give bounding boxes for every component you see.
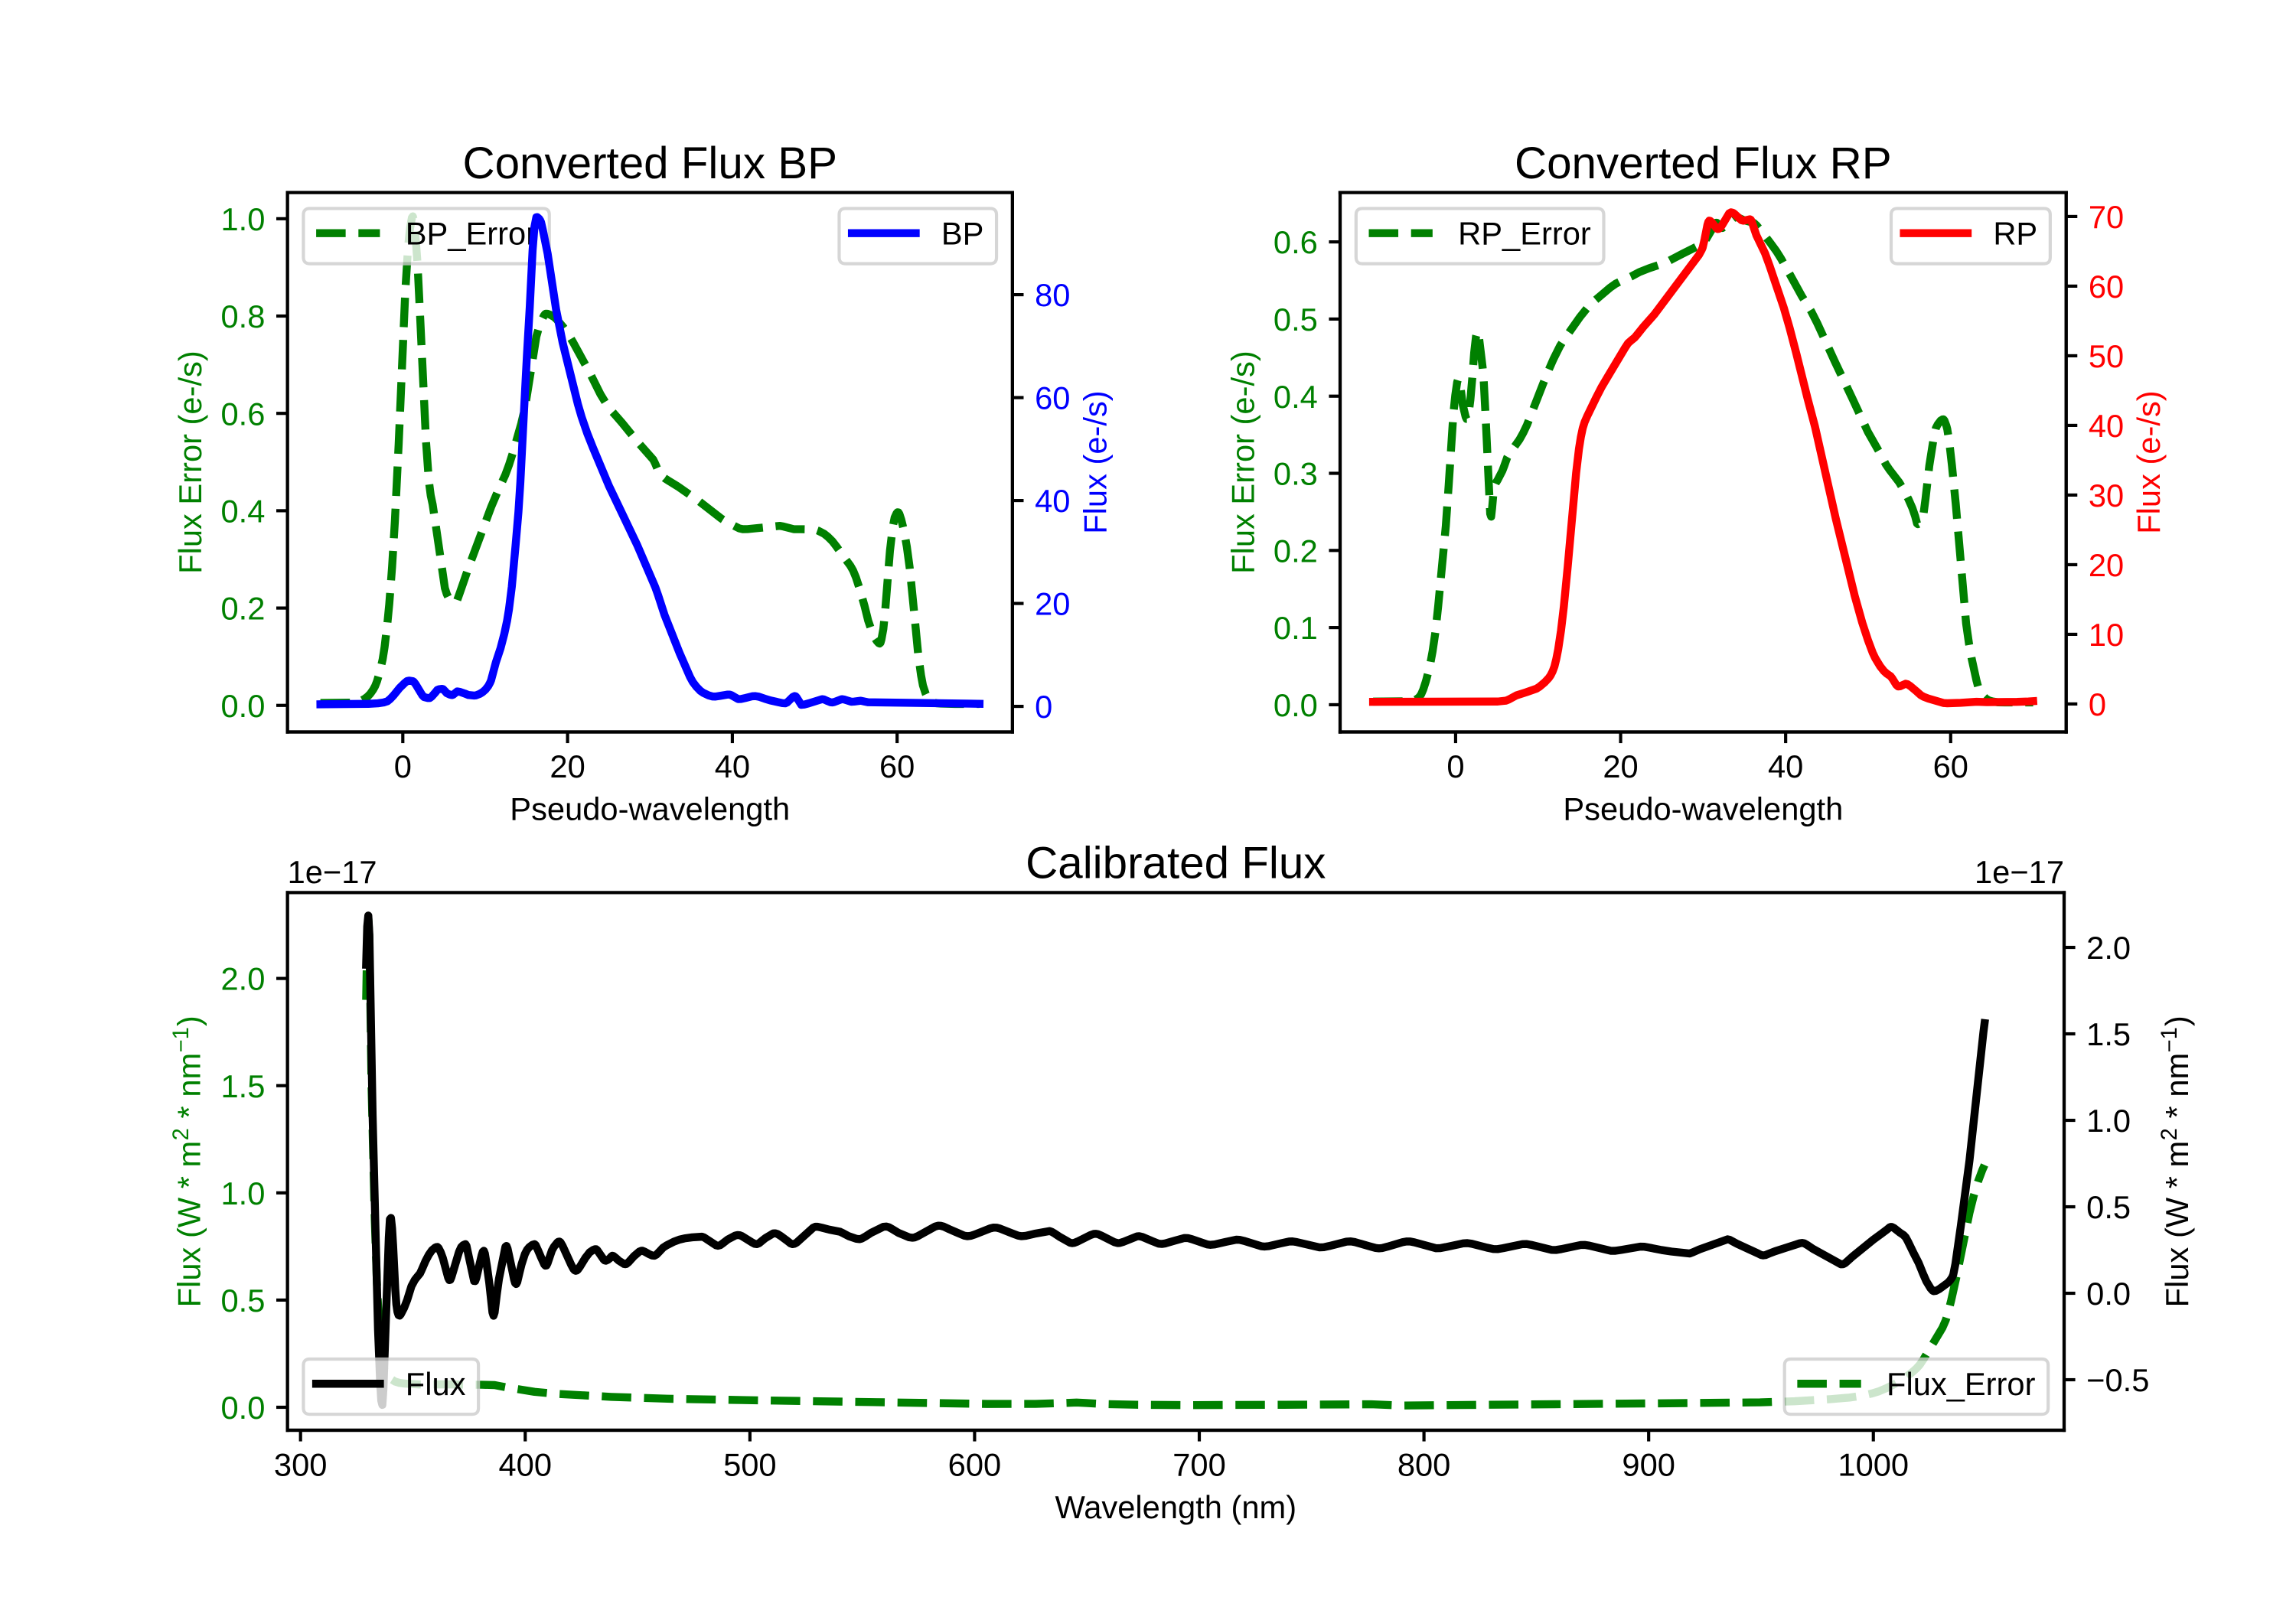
svg-text:BP: BP [941, 215, 984, 251]
svg-text:1.5: 1.5 [2086, 1016, 2131, 1052]
svg-text:60: 60 [1035, 380, 1070, 416]
svg-text:0.4: 0.4 [1274, 379, 1318, 415]
svg-text:1.5: 1.5 [221, 1068, 266, 1104]
svg-text:0.3: 0.3 [1274, 456, 1318, 492]
svg-text:40: 40 [1768, 748, 1803, 784]
svg-text:600: 600 [948, 1446, 1002, 1482]
svg-text:1e−17: 1e−17 [1975, 854, 2064, 890]
svg-text:60: 60 [1933, 748, 1968, 784]
svg-text:Flux Error (e-/s): Flux Error (e-/s) [1225, 350, 1261, 574]
svg-text:40: 40 [715, 748, 750, 784]
svg-text:900: 900 [1622, 1446, 1675, 1482]
svg-text:1e−17: 1e−17 [288, 854, 377, 890]
svg-text:0: 0 [1446, 748, 1464, 784]
svg-text:0.2: 0.2 [1274, 533, 1318, 569]
svg-text:0.8: 0.8 [221, 298, 266, 334]
svg-text:0: 0 [2089, 686, 2106, 722]
svg-text:10: 10 [2089, 617, 2124, 653]
svg-text:60: 60 [879, 748, 915, 784]
svg-text:400: 400 [499, 1446, 553, 1482]
svg-text:0.2: 0.2 [221, 591, 266, 627]
svg-text:2.0: 2.0 [2086, 930, 2131, 966]
svg-text:Flux_Error: Flux_Error [1887, 1366, 2036, 1402]
svg-text:20: 20 [1035, 586, 1070, 622]
svg-text:1.0: 1.0 [2086, 1103, 2131, 1139]
svg-text:0.1: 0.1 [1274, 610, 1318, 646]
svg-text:70: 70 [2089, 199, 2124, 235]
svg-text:0.4: 0.4 [221, 493, 266, 529]
svg-text:40: 40 [1035, 483, 1070, 519]
svg-text:0: 0 [1035, 689, 1052, 725]
svg-text:700: 700 [1172, 1446, 1226, 1482]
svg-text:Flux (e-/s): Flux (e-/s) [1077, 390, 1113, 533]
svg-text:40: 40 [2089, 408, 2124, 444]
svg-text:1000: 1000 [1838, 1446, 1909, 1482]
svg-text:Flux Error (e-/s): Flux Error (e-/s) [172, 350, 208, 574]
svg-text:RP: RP [1993, 215, 2037, 251]
svg-text:0.5: 0.5 [221, 1283, 266, 1319]
svg-text:800: 800 [1397, 1446, 1451, 1482]
svg-text:0: 0 [394, 748, 412, 784]
svg-text:Flux (e-/s): Flux (e-/s) [2131, 390, 2167, 533]
svg-text:Converted Flux RP: Converted Flux RP [1515, 139, 1892, 188]
svg-text:0.6: 0.6 [1274, 224, 1318, 260]
svg-text:500: 500 [723, 1446, 777, 1482]
svg-text:Pseudo-wavelength: Pseudo-wavelength [1563, 790, 1843, 826]
svg-text:20: 20 [1603, 748, 1638, 784]
svg-text:BP_Error: BP_Error [406, 215, 536, 251]
svg-text:1.0: 1.0 [221, 201, 266, 237]
svg-text:Converted Flux BP: Converted Flux BP [462, 139, 837, 188]
svg-text:F l u x: F l u x ( W * m * n m ) 2 − 1 [143, 1002, 211, 1308]
svg-text:50: 50 [2089, 338, 2124, 374]
svg-text:20: 20 [2089, 547, 2124, 583]
svg-text:2.0: 2.0 [221, 961, 266, 997]
svg-text:0.0: 0.0 [2086, 1276, 2131, 1312]
svg-text:−0.5: −0.5 [2086, 1362, 2149, 1398]
svg-text:300: 300 [274, 1446, 328, 1482]
svg-text:60: 60 [2089, 269, 2124, 305]
svg-text:Flux: Flux [406, 1366, 466, 1402]
svg-text:1.0: 1.0 [221, 1175, 266, 1211]
svg-text:0.0: 0.0 [221, 688, 266, 724]
svg-text:Pseudo-wavelength: Pseudo-wavelength [510, 790, 790, 826]
svg-text:80: 80 [1035, 277, 1070, 313]
svg-text:20: 20 [550, 748, 585, 784]
svg-text:0.0: 0.0 [221, 1390, 266, 1426]
svg-text:0.0: 0.0 [1274, 687, 1318, 723]
svg-text:Calibrated Flux: Calibrated Flux [1026, 839, 1326, 888]
svg-text:Wavelength (nm): Wavelength (nm) [1055, 1489, 1296, 1525]
svg-text:RP_Error: RP_Error [1458, 215, 1591, 251]
svg-text:0.6: 0.6 [221, 396, 266, 432]
svg-text:0.5: 0.5 [1274, 302, 1318, 337]
svg-text:30: 30 [2089, 478, 2124, 513]
svg-text:F l u x: F l u x ( W * m * n m ) 2 − 1 [2131, 1002, 2200, 1308]
svg-text:0.5: 0.5 [2086, 1189, 2131, 1225]
